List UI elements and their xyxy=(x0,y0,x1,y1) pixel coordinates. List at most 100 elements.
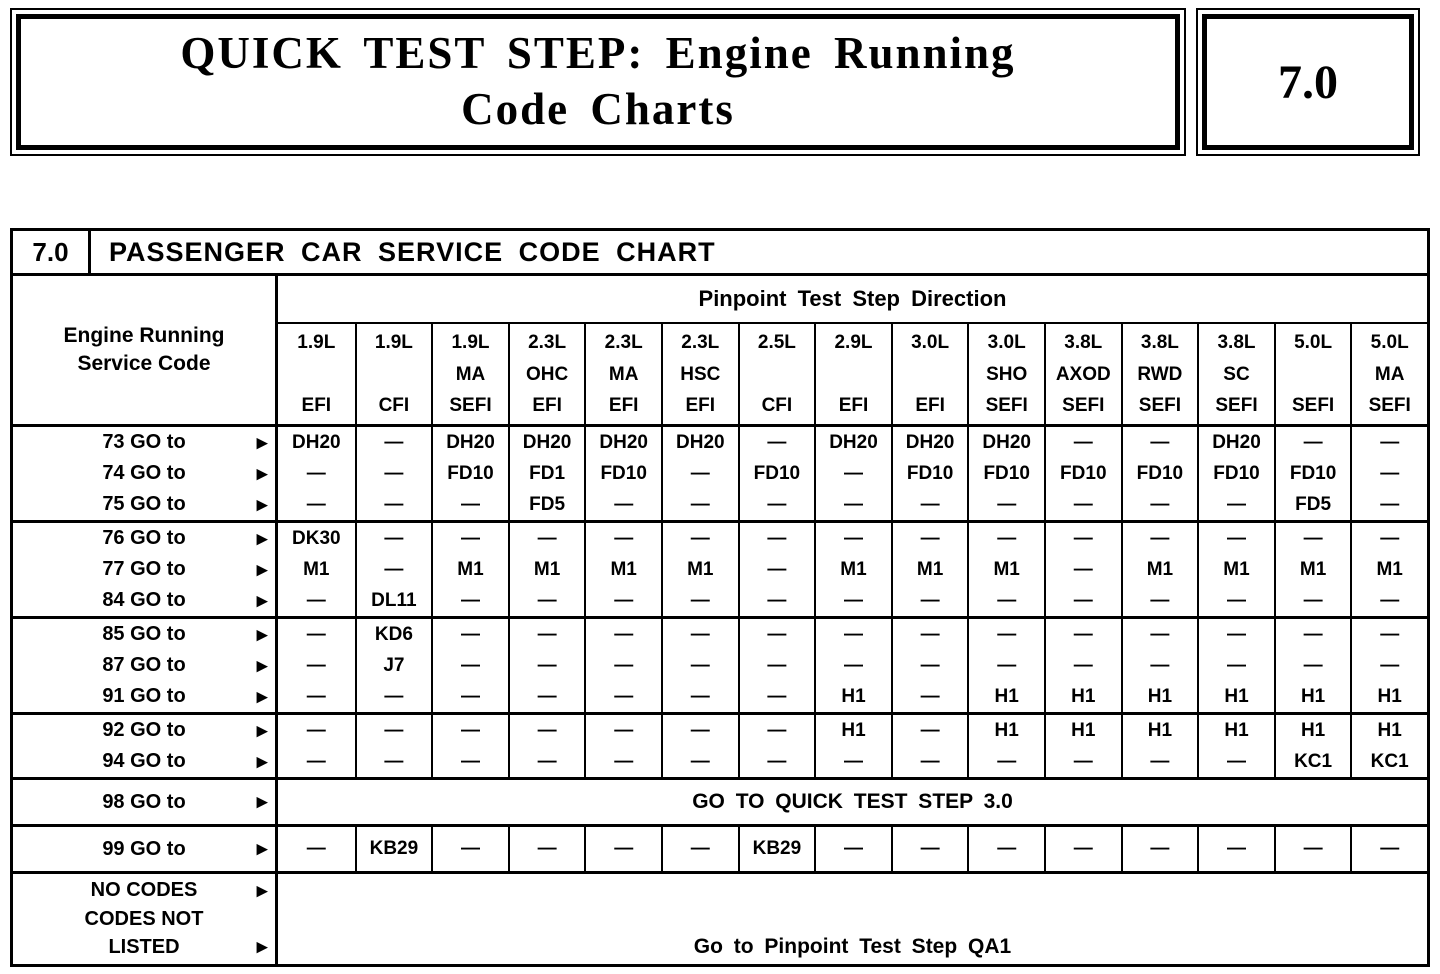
go-arrow-icon: ▶ xyxy=(256,840,268,858)
code-cell: — xyxy=(1350,458,1427,489)
row-label-line: NO CODES ▶ xyxy=(13,879,275,902)
code-cell: — xyxy=(507,650,585,681)
code-cell: DH20 xyxy=(660,427,738,458)
chart-header: Engine Running Service Code Pinpoint Tes… xyxy=(13,276,1427,424)
code-group: 99 GO to ▶ — KB29— — — — KB29— — — — — — — — xyxy=(13,824,1427,871)
row-label: 85 GO to xyxy=(102,623,186,645)
go-arrow-icon: ▶ xyxy=(256,592,268,609)
code-cell: — xyxy=(507,523,585,554)
code-cell: — xyxy=(354,681,432,712)
go-arrow-icon: ▶ xyxy=(256,882,268,900)
code-cell: — xyxy=(967,489,1044,520)
code-cell: KB29 xyxy=(737,827,815,871)
code-row: 74 GO to ▶ — — FD10 FD1 FD10— FD10— FD10 FD10 FD10… xyxy=(13,458,1427,489)
column-header: 3.0L SHO SEFI xyxy=(967,324,1044,424)
go-arrow-icon: ▶ xyxy=(256,793,268,811)
column-header: 2.3L MA EFI xyxy=(584,324,661,424)
code-cell: M1 xyxy=(1120,554,1198,585)
code-cell: M1 xyxy=(890,554,968,585)
code-cell: — xyxy=(890,585,968,616)
engine-system: SEFI xyxy=(1291,395,1335,417)
code-cell: — xyxy=(1273,585,1351,616)
code-row: 99 GO to ▶ — KB29— — — — KB29— — — — — — — — xyxy=(13,827,1427,871)
row-label-cell: 92 GO to ▶ xyxy=(13,715,278,746)
column-header: 1.9L CFI xyxy=(354,324,432,424)
code-cell: — xyxy=(354,523,432,554)
row-label: LISTED xyxy=(108,935,180,958)
code-cell: — xyxy=(890,681,968,712)
code-cell: — xyxy=(814,523,891,554)
code-cell: — xyxy=(1197,489,1274,520)
code-cell: M1 xyxy=(814,554,891,585)
row-label: 84 GO to xyxy=(102,589,186,611)
code-group: 76 GO to ▶ DK30— — — — — — — — — — — — — —77 GO to ▶ M1— M… xyxy=(13,520,1427,616)
code-cell: — xyxy=(306,685,326,707)
code-cell: — xyxy=(737,523,815,554)
row-label-cell: 77 GO to ▶ xyxy=(13,554,278,585)
code-cell: — xyxy=(1197,585,1274,616)
go-arrow-icon: ▶ xyxy=(256,465,268,482)
code-cell: — xyxy=(507,715,585,746)
column-header: 1.9L MA SEFI xyxy=(431,324,508,424)
engine-system: EFI xyxy=(608,395,639,417)
code-cell: M1 xyxy=(967,554,1044,585)
row-label: 94 GO to xyxy=(102,750,186,772)
code-row: 75 GO to ▶ — — — FD5— — — — — — — — — FD5— xyxy=(13,489,1427,520)
code-cell: — xyxy=(737,554,815,585)
code-cell: H1 xyxy=(1120,715,1198,746)
row-label-cell: 84 GO to ▶ xyxy=(13,585,278,616)
code-cell: — xyxy=(431,523,508,554)
code-cell: DK30 xyxy=(292,527,341,549)
column-header: 1.9L EFI xyxy=(278,324,355,424)
code-cell: — xyxy=(1350,619,1427,650)
code-cell: — xyxy=(890,523,968,554)
code-cell: DH20 xyxy=(1197,427,1274,458)
code-cell: H1 xyxy=(814,681,891,712)
code-cell: — xyxy=(431,681,508,712)
code-cell: — xyxy=(584,585,661,616)
code-group: 85 GO to ▶ — KD6— — — — — — — — — — — — —87 GO to ▶ — J7— —… xyxy=(13,616,1427,712)
code-cell: — xyxy=(1273,650,1351,681)
row-label: 76 GO to xyxy=(102,527,186,549)
row-label: 73 GO to xyxy=(102,431,186,453)
code-cell: — xyxy=(354,746,432,777)
row-label-cell: 73 GO to ▶ xyxy=(13,427,278,458)
code-cell: — xyxy=(354,427,432,458)
code-cell: — xyxy=(1043,746,1121,777)
engine-variant: SHO xyxy=(986,363,1028,385)
engine-size: 2.9L xyxy=(834,332,873,353)
code-cell: — xyxy=(660,650,738,681)
code-row: 92 GO to ▶ — — — — — — — H1— H1 H1 H1 H1 H1 H1 xyxy=(13,715,1427,746)
code-cell: — xyxy=(737,681,815,712)
page-title-line2: Code Charts xyxy=(461,84,735,134)
code-cell: H1 xyxy=(814,715,891,746)
code-cell: — xyxy=(1120,523,1198,554)
code-cell: — xyxy=(584,715,661,746)
code-cell: — xyxy=(584,681,661,712)
code-cell: H1 xyxy=(1197,681,1274,712)
document-header-box: QUICK TEST STEP: Engine Running Code Cha… xyxy=(10,8,1186,156)
engine-size: 3.8L xyxy=(1064,332,1103,353)
code-cell: — xyxy=(431,746,508,777)
code-cell: — xyxy=(1120,619,1198,650)
engine-variant: RWD xyxy=(1137,363,1183,385)
code-cell: FD10 xyxy=(890,458,968,489)
row-label: 91 GO to xyxy=(102,685,186,707)
code-cell: — xyxy=(1273,619,1351,650)
engine-variant: MA xyxy=(455,363,486,385)
engine-size: 1.9L xyxy=(451,332,490,353)
code-cell: H1 xyxy=(1197,715,1274,746)
go-arrow-icon: ▶ xyxy=(256,434,268,451)
row-label: 99 GO to xyxy=(102,837,186,860)
service-code-chart: 7.0 PASSENGER CAR SERVICE CODE CHART Eng… xyxy=(10,228,1430,967)
code-cell: — xyxy=(737,427,815,458)
chart-body: 73 GO to ▶ DH20— DH20 DH20 DH20 DH20— DH20 DH20 D… xyxy=(13,424,1427,964)
row-label-cell: 87 GO to ▶ xyxy=(13,650,278,681)
column-header: 2.9L EFI xyxy=(814,324,891,424)
row-label: 92 GO to xyxy=(102,719,186,741)
code-cell: — xyxy=(306,493,326,515)
code-cell: — xyxy=(1197,827,1274,871)
code-group: 98 GO to ▶ GO TO QUICK TEST STEP 3.0 xyxy=(13,777,1427,824)
column-header: 2.5L CFI xyxy=(737,324,815,424)
code-cell: — xyxy=(967,746,1044,777)
